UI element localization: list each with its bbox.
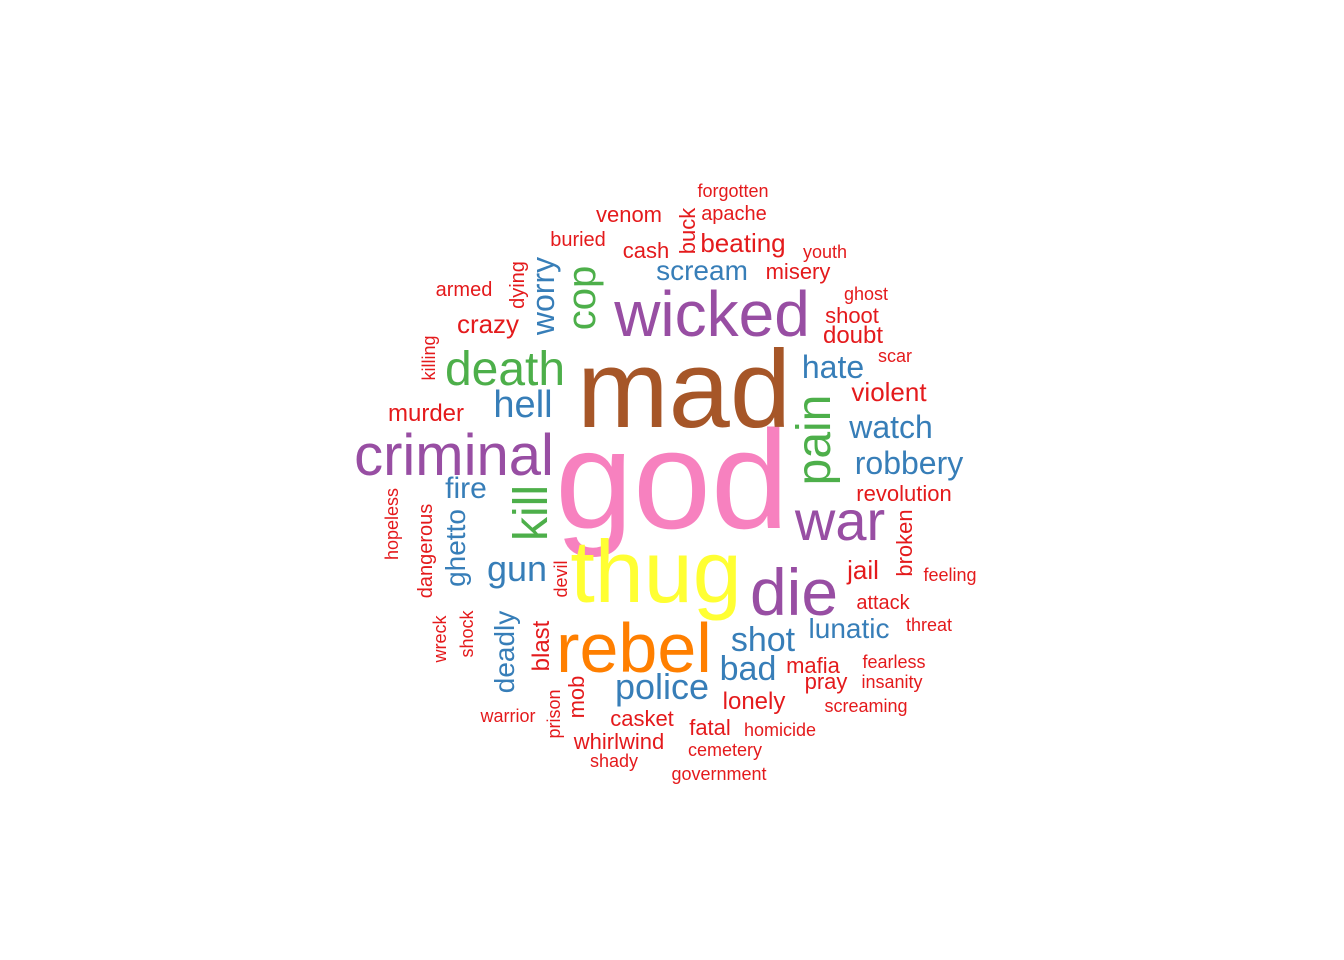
word-revolution: revolution [856,481,952,506]
word-armed: armed [435,279,493,301]
word-lonely: lonely [722,688,786,715]
word-shoot: shoot [825,303,879,328]
word-wreck: wreck [430,615,450,663]
word-forgotten: forgotten [697,181,769,201]
word-attack: attack [856,592,910,614]
word-casket: casket [610,706,674,731]
word-shock: shock [457,610,477,658]
word-youth: youth [802,242,848,262]
word-hate: hate [801,349,865,385]
word-shady: shady [589,751,639,771]
word-pain: pain [788,394,841,486]
word-ghetto: ghetto [440,509,471,587]
word-bad: bad [719,650,777,688]
word-crazy: crazy [456,309,520,339]
word-rebel: rebel [556,609,712,687]
word-cash: cash [622,238,670,263]
word-government: government [671,764,767,784]
word-cemetery: cemetery [687,740,763,760]
word-criminal: criminal [354,423,554,488]
word-deadly: deadly [489,610,520,694]
word-ghost: ghost [843,284,889,304]
word-robbery: robbery [854,445,964,481]
word-dying: dying [507,261,529,309]
word-shot: shot [730,621,796,659]
word-insanity: insanity [861,672,923,692]
word-murder: murder [387,400,465,427]
word-violent: violent [851,377,927,407]
word-gun: gun [486,548,548,589]
word-whirlwind: whirlwind [573,729,665,754]
word-broken: broken [892,509,917,577]
word-warrior: warrior [480,706,536,726]
word-kill: kill [505,485,558,541]
word-fearless: fearless [862,652,926,672]
word-prison: prison [544,689,564,739]
word-jail: jail [847,555,879,585]
word-god: god [555,401,789,558]
word-blast: blast [528,620,555,672]
word-die: die [749,555,839,629]
word-watch: watch [849,409,933,445]
word-apache: apache [701,203,767,225]
word-worry: worry [525,256,561,336]
word-thug: thug [570,522,742,621]
word-hell: hell [493,384,553,426]
word-lunatic: lunatic [808,613,890,644]
word-death: death [444,343,566,396]
word-homicide: homicide [743,720,817,740]
word-doubt: doubt [822,322,884,349]
word-feeling: feeling [923,565,977,585]
word-fire: fire [445,472,487,505]
word-cop: cop [560,265,604,331]
word-mafia: mafia [786,653,840,678]
word-threat: threat [905,615,953,635]
word-buck: buck [675,207,700,255]
word-misery: misery [765,259,831,284]
word-war: war [794,489,886,552]
word-buried: buried [550,229,606,251]
word-hopeless: hopeless [382,487,402,561]
word-scar: scar [877,346,913,366]
word-mob: mob [564,675,589,719]
word-beating: beating [700,228,786,258]
word-scream: scream [656,255,748,286]
word-screaming: screaming [824,696,908,716]
word-devil: devil [551,560,571,598]
word-dangerous: dangerous [415,503,437,599]
word-fatal: fatal [689,715,731,740]
word-police: police [614,666,710,707]
word-killing: killing [419,335,439,381]
word-mad: mad [577,328,791,451]
word-pray: pray [804,669,848,694]
word-wicked: wicked [614,278,810,350]
word-venom: venom [595,202,663,227]
